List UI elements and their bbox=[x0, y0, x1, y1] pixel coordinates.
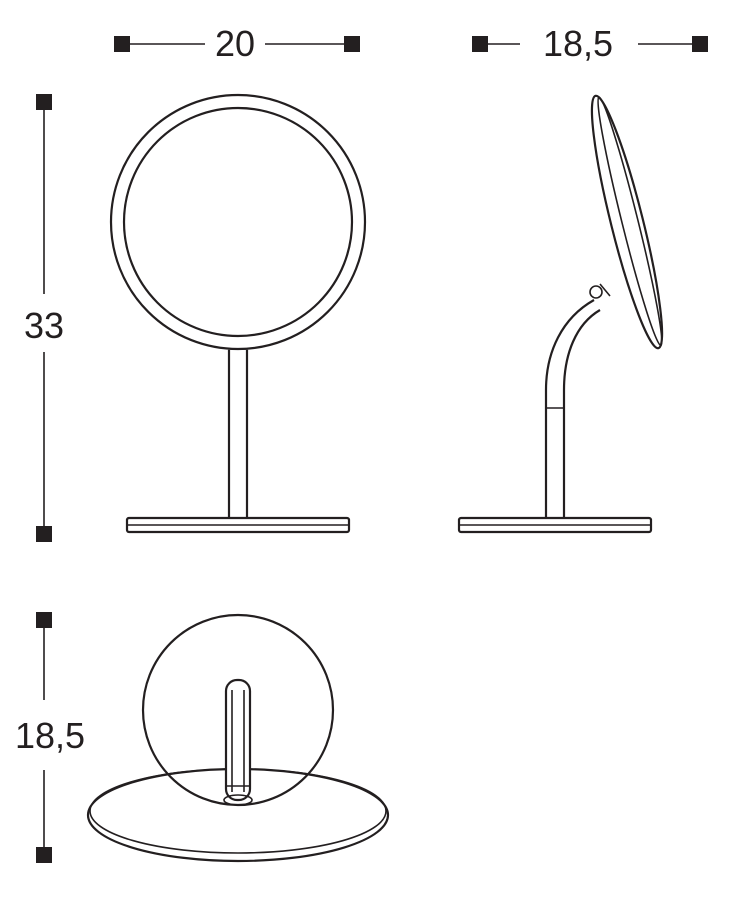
side-view bbox=[459, 92, 674, 532]
dim-depth-top: 18,5 bbox=[15, 612, 85, 863]
dim-width-front: 20 bbox=[114, 23, 360, 64]
dim-height: 33 bbox=[24, 94, 64, 542]
technical-drawing: 20 18,5 33 18,5 bbox=[0, 0, 750, 900]
dim-depth-top-label: 18,5 bbox=[15, 715, 85, 756]
dim-depth-side-label: 18,5 bbox=[543, 23, 613, 64]
front-view bbox=[111, 95, 365, 532]
dim-height-label: 33 bbox=[24, 305, 64, 346]
dim-depth-side: 18,5 bbox=[472, 23, 708, 64]
top-view bbox=[88, 615, 388, 861]
dim-width-front-label: 20 bbox=[215, 23, 255, 64]
